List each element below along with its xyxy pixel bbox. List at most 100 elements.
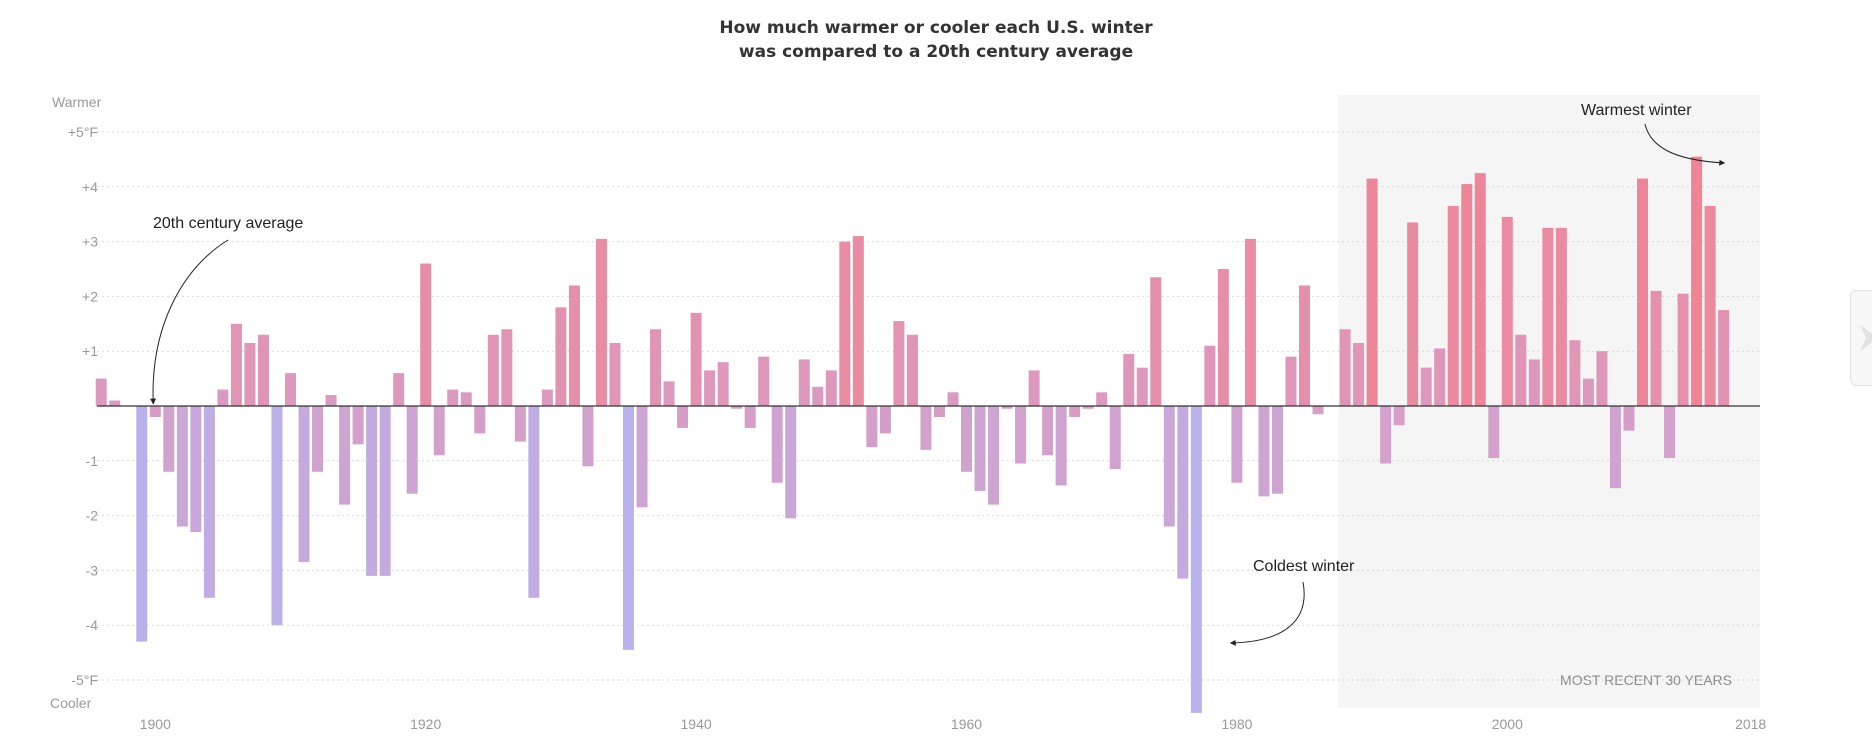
bar-1899 xyxy=(136,406,148,642)
bar-1943 xyxy=(731,406,743,409)
bar-2003 xyxy=(1542,227,1554,406)
bar-2007 xyxy=(1596,351,1608,406)
bar-2011 xyxy=(1650,290,1662,406)
bar-1902 xyxy=(176,406,188,527)
bar-1897 xyxy=(109,400,121,406)
average-arrow xyxy=(150,239,229,405)
bar-2004 xyxy=(1555,227,1567,406)
bar-1972 xyxy=(1123,353,1135,406)
bar-1900 xyxy=(149,406,161,417)
y-tick-label: -4 xyxy=(86,617,99,633)
bar-1989 xyxy=(1353,342,1365,406)
bar-1932 xyxy=(582,406,594,467)
bar-1927 xyxy=(514,406,526,442)
x-tick-label: 1980 xyxy=(1221,716,1252,732)
bar-1903 xyxy=(190,406,202,533)
bar-1935 xyxy=(623,406,634,650)
bar-1978 xyxy=(1204,345,1216,406)
bar-1966 xyxy=(1042,406,1054,456)
bar-1936 xyxy=(636,406,648,508)
bar-1919 xyxy=(406,406,418,494)
bar-2005 xyxy=(1569,340,1581,406)
bar-1991 xyxy=(1380,406,1392,464)
bar-1930 xyxy=(555,307,567,406)
bar-2015 xyxy=(1704,205,1716,406)
bar-1984 xyxy=(1285,356,1297,406)
bar-1929 xyxy=(541,389,553,406)
bar-1948 xyxy=(798,359,810,406)
bar-1961 xyxy=(974,406,986,491)
bar-1911 xyxy=(298,406,310,563)
cooler-label: Cooler xyxy=(50,695,92,711)
bar-1944 xyxy=(744,406,756,428)
bar-1904 xyxy=(203,406,215,598)
bar-2012 xyxy=(1664,406,1676,459)
bar-1973 xyxy=(1136,367,1148,406)
bar-1994 xyxy=(1420,367,1432,406)
coldest-arrow xyxy=(1229,581,1305,646)
bar-1941 xyxy=(704,370,716,406)
bar-1993 xyxy=(1407,222,1419,406)
bar-1957 xyxy=(920,406,932,450)
bar-1977 xyxy=(1190,406,1202,713)
bar-1981 xyxy=(1244,238,1256,406)
bar-1990 xyxy=(1366,178,1378,406)
bar-1923 xyxy=(460,392,472,406)
chevron-right-icon xyxy=(1860,325,1872,351)
x-tick-label: 2000 xyxy=(1492,716,1523,732)
bar-1976 xyxy=(1177,406,1189,579)
bar-1985 xyxy=(1299,285,1310,406)
bar-1950 xyxy=(825,370,837,406)
bar-1988 xyxy=(1339,329,1351,406)
bar-1926 xyxy=(501,329,513,406)
bar-1910 xyxy=(285,373,296,406)
y-tick-label: +4 xyxy=(82,179,98,195)
bar-1946 xyxy=(771,406,783,483)
y-tick-label: -5°F xyxy=(71,672,98,688)
bar-1942 xyxy=(717,362,729,406)
bar-1939 xyxy=(677,406,689,428)
bar-1982 xyxy=(1258,406,1270,497)
bar-1954 xyxy=(879,406,891,434)
bar-1947 xyxy=(785,406,797,519)
bar-1931 xyxy=(568,285,580,406)
bar-1949 xyxy=(812,386,824,406)
y-tick-label: -2 xyxy=(86,508,99,524)
y-tick-label: -3 xyxy=(86,562,99,578)
bar-1933 xyxy=(595,238,607,406)
average-annotation: 20th century average xyxy=(153,215,303,232)
bar-2013 xyxy=(1677,293,1689,406)
warmest-arrow xyxy=(1644,123,1726,166)
bar-1970 xyxy=(1096,392,1108,406)
bar-2002 xyxy=(1528,359,1540,406)
bar-1925 xyxy=(487,334,499,406)
bar-1963 xyxy=(1001,406,1013,409)
bar-2014 xyxy=(1691,156,1703,406)
bar-1928 xyxy=(528,406,540,598)
bar-1955 xyxy=(893,321,905,406)
highlight-label: MOST RECENT 30 YEARS xyxy=(1560,672,1732,688)
x-tick-label: 1940 xyxy=(681,716,712,732)
bar-1983 xyxy=(1271,406,1283,494)
bar-1967 xyxy=(1055,406,1067,486)
next-chart-tab[interactable] xyxy=(1850,290,1872,386)
bar-1971 xyxy=(1109,406,1121,470)
bar-1951 xyxy=(839,241,851,406)
bar-1969 xyxy=(1082,406,1094,409)
bar-1906 xyxy=(230,323,242,406)
bar-1952 xyxy=(852,236,864,406)
x-tick-label: 1900 xyxy=(140,716,171,732)
bar-1896 xyxy=(95,378,107,406)
bar-2009 xyxy=(1623,406,1635,431)
bar-1979 xyxy=(1217,269,1229,406)
bar-1940 xyxy=(690,312,702,406)
bar-1917 xyxy=(379,406,391,576)
bar-1908 xyxy=(257,334,269,406)
bar-1924 xyxy=(474,406,486,434)
bar-1968 xyxy=(1069,406,1081,417)
bar-2000 xyxy=(1501,216,1513,406)
bar-1992 xyxy=(1393,406,1405,426)
bar-1912 xyxy=(312,406,324,472)
bar-1915 xyxy=(352,406,364,445)
